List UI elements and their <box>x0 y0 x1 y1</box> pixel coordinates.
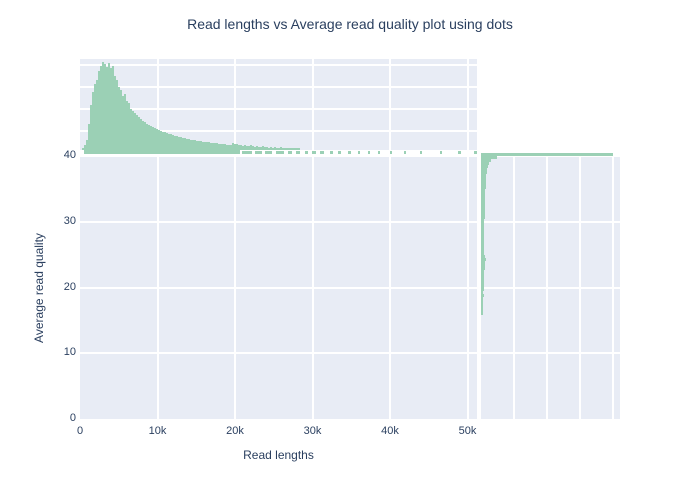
gridline-horizontal <box>481 352 620 355</box>
gridline-vertical <box>389 59 391 150</box>
gridline-horizontal <box>80 64 477 66</box>
y-tick-label: 30 <box>63 214 76 227</box>
y-tick-label: 10 <box>63 346 76 359</box>
gridline-vertical <box>546 157 548 419</box>
gridline-horizontal <box>80 130 477 132</box>
x-tick-label: 40k <box>381 425 399 437</box>
gridline-vertical <box>234 59 236 150</box>
gridline-horizontal <box>80 286 477 289</box>
gridline-horizontal <box>481 220 620 223</box>
gridline-vertical <box>156 59 159 150</box>
gridline-horizontal <box>80 108 477 110</box>
x-tick-label: 30k <box>303 425 322 437</box>
x-tick-label: 20k <box>226 425 244 437</box>
chart-title: Read lengths vs Average read quality plo… <box>187 16 513 32</box>
main-plot-area[interactable] <box>80 157 477 419</box>
gridline-vertical <box>612 157 614 419</box>
x-tick-label: 50k <box>458 425 477 437</box>
x-axis-title: Read lengths <box>243 448 314 462</box>
gridline-horizontal <box>481 286 620 289</box>
gridline-horizontal <box>80 352 477 355</box>
gridline-horizontal <box>80 220 477 223</box>
x-tick-label: 0 <box>76 425 84 437</box>
gridline-horizontal <box>80 86 477 88</box>
x-tick-label: 10k <box>148 425 167 437</box>
gridline-vertical <box>579 157 581 419</box>
y-tick-label: 40 <box>63 149 76 161</box>
y-tick-label: 0 <box>69 412 76 424</box>
gridline-vertical <box>466 59 469 150</box>
gridline-vertical <box>311 59 314 150</box>
y-tick-label: 20 <box>63 280 76 293</box>
right-marginal-histogram-panel[interactable] <box>481 157 620 419</box>
gridline-vertical <box>513 157 515 419</box>
